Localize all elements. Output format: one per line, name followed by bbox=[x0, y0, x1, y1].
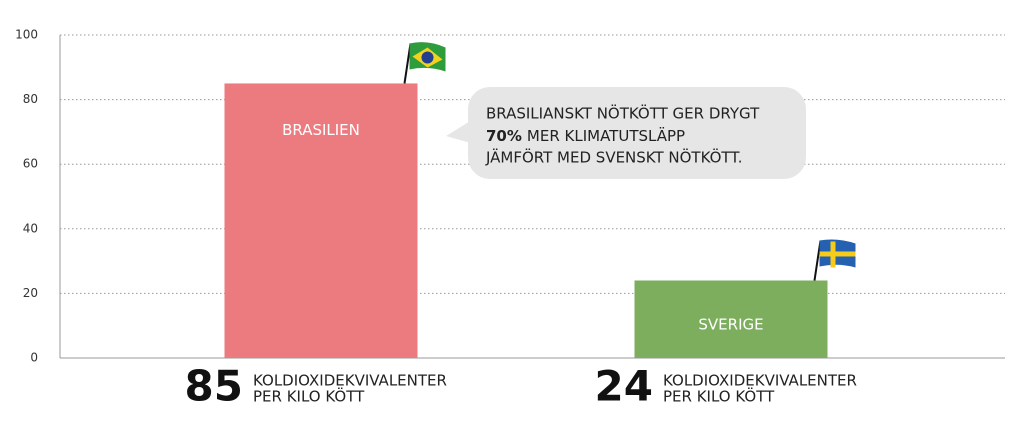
y-tick-label: 40 bbox=[23, 221, 38, 235]
flag-cross bbox=[819, 251, 856, 257]
value-label: 24 bbox=[595, 362, 653, 411]
y-tick-label: 100 bbox=[15, 28, 38, 42]
callout-tail bbox=[446, 120, 474, 144]
bar bbox=[634, 280, 828, 358]
annotation-line: JÄMFÖRT MED SVENSKT NÖTKÖTT. bbox=[485, 148, 742, 167]
bar bbox=[224, 83, 418, 358]
annotation-line: 70% MER KLIMATUTSLÄPP bbox=[486, 126, 685, 145]
annotation-text: MER KLIMATUTSLÄPP bbox=[527, 126, 685, 145]
unit-label: PER KILO KÖTT bbox=[663, 387, 775, 406]
plot: 0 20 40 60 80 100 BRASILIEN SVERIGE 85 KOLDIOXIDE… bbox=[15, 28, 1005, 411]
annotation-line: BRASILIANSKT NÖTKÖTT GER DRYGT bbox=[486, 104, 760, 123]
y-tick-label: 80 bbox=[23, 92, 38, 106]
unit-label: KOLDIOXIDEKVIVALENTER bbox=[663, 372, 857, 390]
callout-bubble bbox=[468, 87, 806, 179]
category-label: SVERIGE bbox=[698, 316, 763, 334]
unit-label: KOLDIOXIDEKVIVALENTER bbox=[253, 372, 447, 390]
y-tick-label: 60 bbox=[23, 157, 38, 171]
flag bbox=[813, 239, 856, 281]
category-label: BRASILIEN bbox=[282, 121, 360, 139]
callout: BRASILIANSKT NÖTKÖTT GER DRYGT 70% MER KL… bbox=[446, 87, 806, 179]
y-tick-label: 0 bbox=[30, 351, 38, 365]
y-tick-label: 20 bbox=[23, 286, 38, 300]
flag bbox=[403, 42, 446, 84]
annotation-bold: 70% bbox=[486, 127, 522, 145]
value-label: 85 bbox=[185, 362, 243, 411]
unit-label: PER KILO KÖTT bbox=[253, 387, 365, 406]
flag-cross bbox=[830, 241, 836, 268]
flag-circle bbox=[421, 51, 434, 64]
